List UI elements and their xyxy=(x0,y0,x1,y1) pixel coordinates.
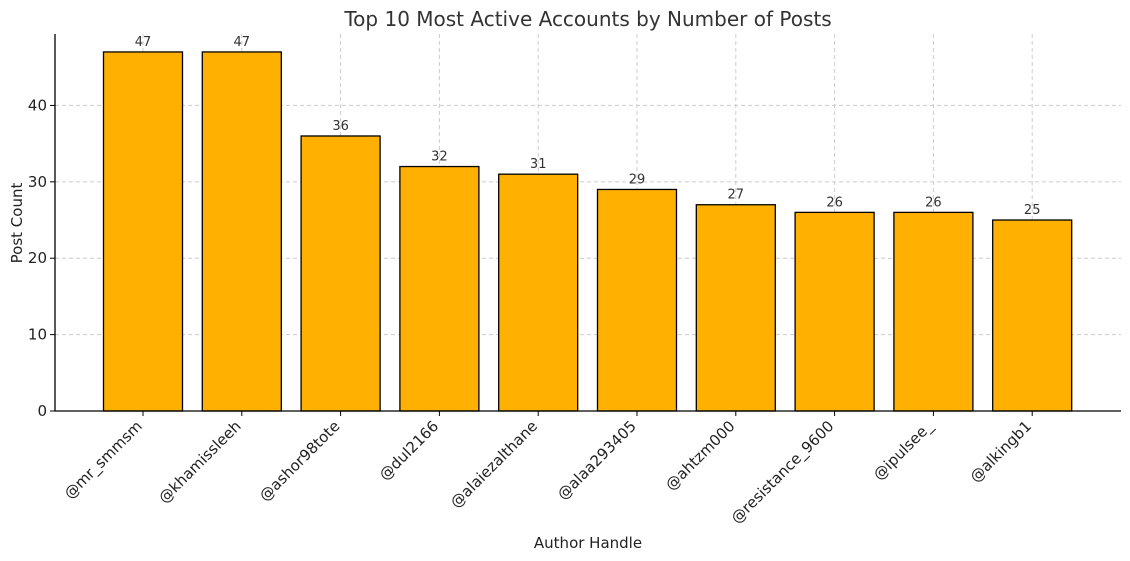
x-axis-label: Author Handle xyxy=(534,534,642,552)
chart-title: Top 10 Most Active Accounts by Number of… xyxy=(343,7,831,31)
x-tick-label: @alkingb1 xyxy=(966,417,1035,486)
bar-value-label: 32 xyxy=(431,150,448,165)
x-tick-label: @resistance_9600 xyxy=(727,417,838,528)
bar-value-label: 31 xyxy=(530,157,547,172)
y-tick-label: 0 xyxy=(37,402,47,420)
x-tick-label: @alaiezalthane xyxy=(447,417,541,511)
bar-value-label: 47 xyxy=(135,35,152,50)
x-tick-label: @ashor98tote xyxy=(256,417,344,505)
bar-value-label: 26 xyxy=(925,195,942,210)
bar-value-label: 25 xyxy=(1024,203,1041,218)
bar-ashor98tote xyxy=(300,135,381,412)
bar-mr_smmsm xyxy=(102,51,184,412)
bar-value-labels: 47 47 36 32 31 29 27 26 26 25 xyxy=(135,35,1041,218)
bar-resistance_9600 xyxy=(794,211,875,412)
bar-ahtzm000 xyxy=(695,204,776,412)
x-tick-label: @alaa293405 xyxy=(554,417,640,503)
x-tick-label: @ipulsee_ xyxy=(870,417,938,485)
bar-khamissleeh xyxy=(201,51,282,412)
y-tick-label: 10 xyxy=(28,326,47,344)
bar-value-label: 36 xyxy=(332,119,349,134)
bar-alaiezalthane xyxy=(498,173,579,412)
x-tick-label: @mr_smmsm xyxy=(60,417,146,503)
x-tick-label: @ahtzm000 xyxy=(662,417,739,494)
bar-ipulsee_ xyxy=(893,211,974,412)
y-tick-label: 30 xyxy=(28,173,47,191)
bar-value-label: 47 xyxy=(234,35,251,50)
x-tick-label: @khamissleeh xyxy=(155,417,245,507)
bar-alaa293405 xyxy=(596,188,678,412)
y-tick-label: 20 xyxy=(28,249,47,267)
x-tick-label: @dul2166 xyxy=(375,417,442,484)
y-tick-label: 40 xyxy=(28,96,47,114)
bar-value-label: 27 xyxy=(728,188,745,203)
bar-value-label: 26 xyxy=(826,195,843,210)
bar-value-label: 29 xyxy=(629,172,646,187)
bars xyxy=(102,51,1073,412)
bar-alkingb1 xyxy=(992,219,1073,412)
y-axis-label: Post Count xyxy=(8,183,26,264)
bar-dul2166 xyxy=(399,165,480,412)
